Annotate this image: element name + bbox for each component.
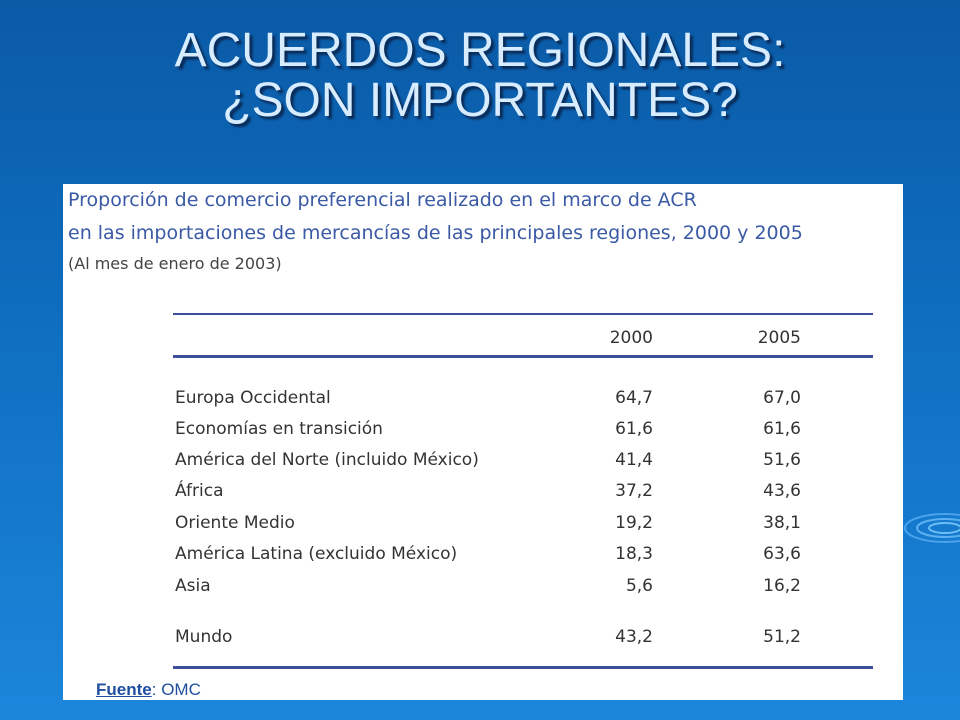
row-value-2005: 51,6 bbox=[763, 450, 801, 470]
swirl-decoration-icon bbox=[904, 513, 960, 543]
row-value-2000: 37,2 bbox=[615, 481, 653, 501]
table-row: Europa Occidental 64,7 67,0 bbox=[173, 388, 873, 418]
table-row: Economías en transición 61,6 61,6 bbox=[173, 419, 873, 449]
table-row: Asia 5,6 16,2 bbox=[173, 576, 873, 606]
row-value-2000: 5,6 bbox=[625, 576, 653, 596]
row-value-2000: 18,3 bbox=[615, 544, 653, 564]
row-value-2000: 19,2 bbox=[615, 513, 653, 533]
table-panel: Proporción de comercio preferencial real… bbox=[63, 184, 903, 700]
row-value-2000: 41,4 bbox=[615, 450, 653, 470]
row-label: África bbox=[175, 481, 224, 501]
row-value-2000: 43,2 bbox=[615, 627, 653, 647]
source-value: OMC bbox=[156, 680, 201, 699]
table-row: América Latina (excluido México) 18,3 63,6 bbox=[173, 544, 873, 574]
table-title-line1: Proporción de comercio preferencial real… bbox=[68, 189, 697, 211]
table-title: Proporción de comercio preferencial real… bbox=[68, 184, 898, 250]
row-label: Economías en transición bbox=[175, 419, 383, 439]
row-value-2005: 61,6 bbox=[763, 419, 801, 439]
table-row: África 37,2 43,6 bbox=[173, 481, 873, 511]
row-label: América del Norte (incluido México) bbox=[175, 450, 479, 470]
row-value-2000: 61,6 bbox=[615, 419, 653, 439]
table-subtitle: (Al mes de enero de 2003) bbox=[68, 254, 282, 273]
slide-title-line2: ¿SON IMPORTANTES? bbox=[222, 74, 738, 127]
row-value-2005: 38,1 bbox=[763, 513, 801, 533]
table-top-rule bbox=[173, 313, 873, 315]
row-value-2005: 67,0 bbox=[763, 388, 801, 408]
column-header-2000: 2000 bbox=[609, 328, 653, 348]
table-bottom-rule bbox=[173, 666, 873, 669]
source-separator: : bbox=[151, 680, 157, 699]
row-value-2005: 51,2 bbox=[763, 627, 801, 647]
row-value-2000: 64,7 bbox=[615, 388, 653, 408]
table-row: Oriente Medio 19,2 38,1 bbox=[173, 513, 873, 543]
table-header-rule bbox=[173, 355, 873, 358]
row-value-2005: 63,6 bbox=[763, 544, 801, 564]
row-label: Oriente Medio bbox=[175, 513, 295, 533]
row-label: América Latina (excluido México) bbox=[175, 544, 458, 564]
row-label: Europa Occidental bbox=[175, 388, 331, 408]
slide-title: ACUERDOS REGIONALES: ¿SON IMPORTANTES? bbox=[0, 26, 960, 126]
table-title-line2: en las importaciones de mercancías de la… bbox=[68, 222, 803, 244]
source-note: Fuente: OMC bbox=[96, 680, 201, 700]
column-header-2005: 2005 bbox=[757, 328, 801, 348]
row-label: Mundo bbox=[175, 627, 233, 647]
table-row: Mundo 43,2 51,2 bbox=[173, 627, 873, 657]
row-value-2005: 16,2 bbox=[763, 576, 801, 596]
row-value-2005: 43,6 bbox=[763, 481, 801, 501]
source-label: Fuente bbox=[96, 680, 152, 699]
slide-title-line1: ACUERDOS REGIONALES: bbox=[174, 24, 786, 77]
row-label: Asia bbox=[175, 576, 211, 596]
table-row: América del Norte (incluido México) 41,4 5… bbox=[173, 450, 873, 480]
